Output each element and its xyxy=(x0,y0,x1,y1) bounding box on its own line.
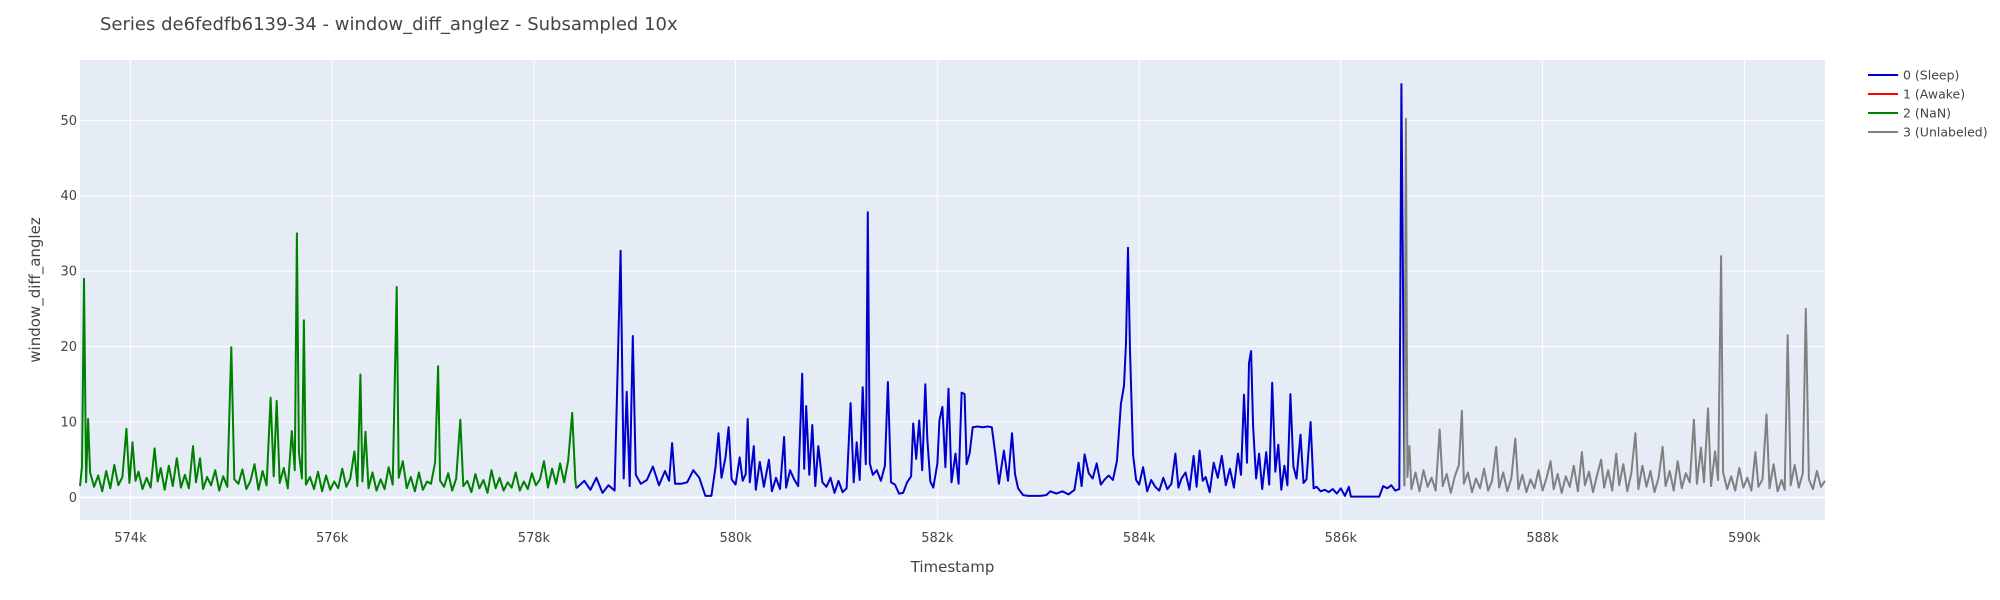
series-line-3 xyxy=(1403,117,1826,494)
y-tick-label: 0 xyxy=(69,491,77,506)
chart-title: Series de6fedfb6139-34 - window_diff_ang… xyxy=(100,14,678,35)
x-tick-label: 584k xyxy=(1123,531,1156,546)
y-axis-title: window_diff_anglez xyxy=(26,217,45,363)
legend[interactable]: 0 (Sleep) 1 (Awake) 2 (NaN) 3 (Unlabeled) xyxy=(1868,68,1988,140)
y-tick-label: 40 xyxy=(60,189,77,204)
y-tick-label: 30 xyxy=(60,265,77,280)
grid-lines xyxy=(80,60,1825,520)
legend-item[interactable]: 0 (Sleep) xyxy=(1868,68,1959,83)
legend-label: 0 (Sleep) xyxy=(1903,68,1959,83)
legend-label: 2 (NaN) xyxy=(1903,106,1951,121)
x-tick-label: 588k xyxy=(1526,531,1559,546)
y-axis-ticks: 0 10 20 30 40 50 xyxy=(60,114,77,506)
series-lines xyxy=(79,83,1826,498)
x-tick-label: 576k xyxy=(316,531,349,546)
x-axis-title: Timestamp xyxy=(910,558,995,576)
legend-item[interactable]: 3 (Unlabeled) xyxy=(1868,125,1988,140)
y-tick-label: 10 xyxy=(60,415,77,430)
x-tick-label: 590k xyxy=(1728,531,1761,546)
x-tick-label: 574k xyxy=(114,531,147,546)
legend-item[interactable]: 1 (Awake) xyxy=(1868,87,1965,102)
x-tick-label: 578k xyxy=(518,531,551,546)
series-line-2 xyxy=(79,232,578,494)
plot-background xyxy=(80,60,1825,520)
x-tick-label: 580k xyxy=(719,531,752,546)
legend-label: 1 (Awake) xyxy=(1903,87,1965,102)
y-tick-label: 50 xyxy=(60,114,77,129)
x-axis-ticks: 574k 576k 578k 580k 582k 584k 586k 588k 590k xyxy=(114,531,1761,546)
legend-label: 3 (Unlabeled) xyxy=(1903,125,1988,140)
x-tick-label: 586k xyxy=(1325,531,1358,546)
x-tick-label: 582k xyxy=(921,531,954,546)
series-line-0 xyxy=(575,83,1406,498)
y-tick-label: 20 xyxy=(60,340,77,355)
legend-item[interactable]: 2 (NaN) xyxy=(1868,106,1951,121)
